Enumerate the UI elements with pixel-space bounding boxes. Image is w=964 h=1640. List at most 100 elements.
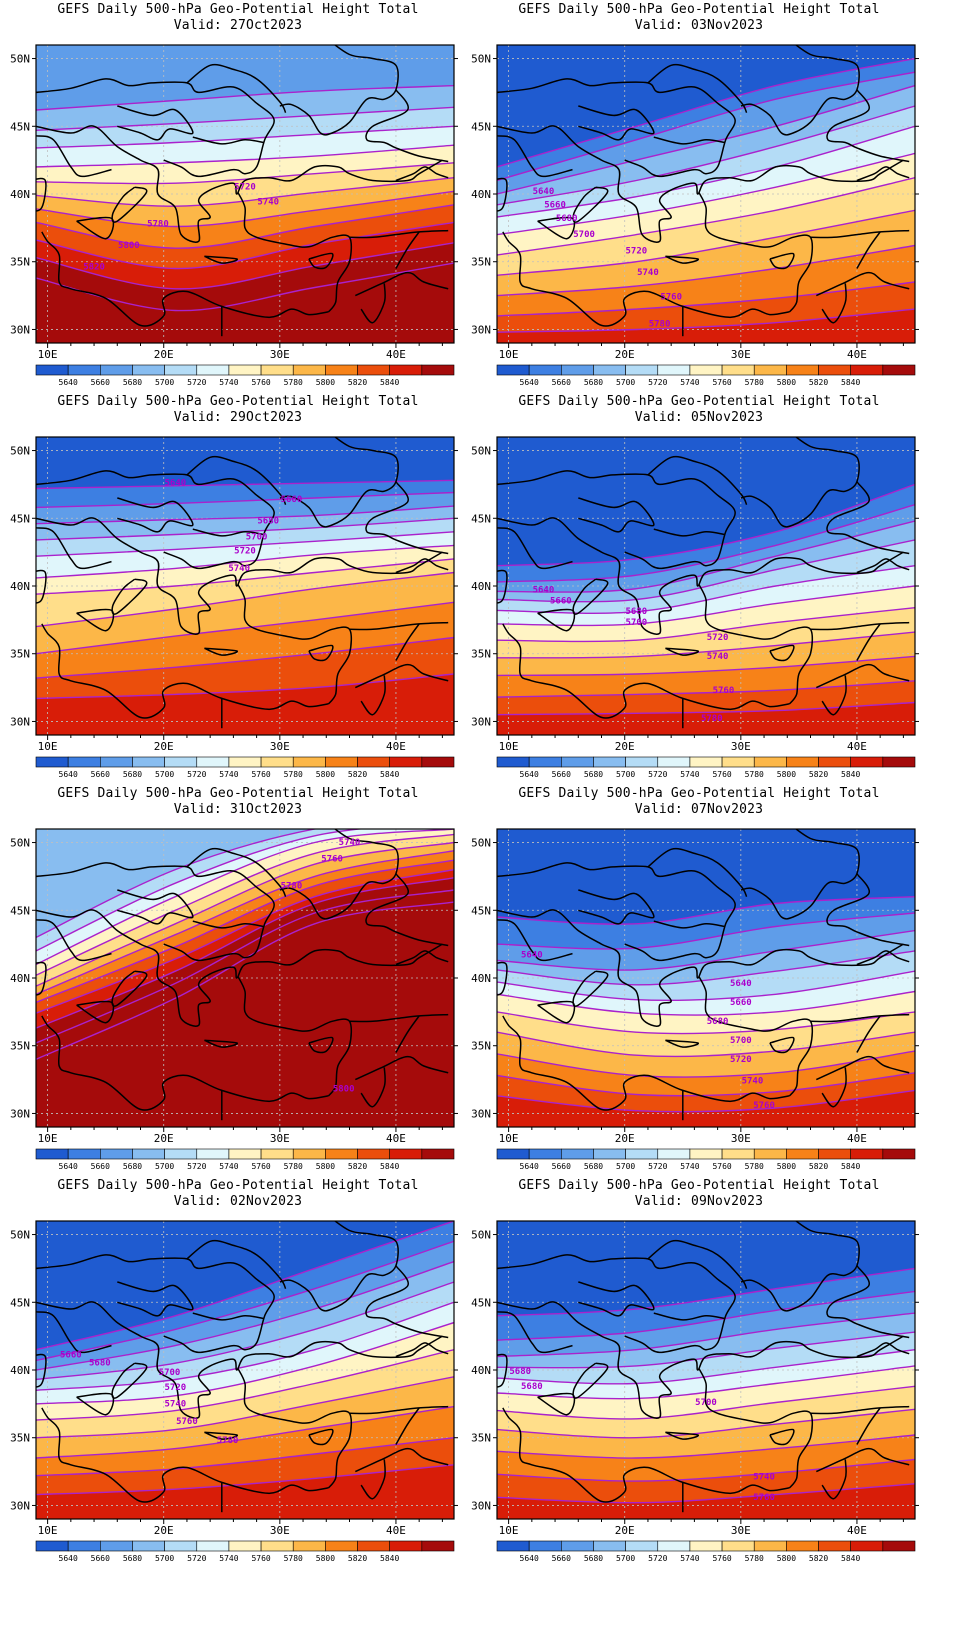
border-line [647, 847, 748, 898]
colorbar-label: 5800 [316, 378, 335, 387]
colorbar-swatch [882, 364, 916, 376]
lat-label: 40N [471, 1364, 491, 1377]
colorbar-label: 5840 [841, 1554, 860, 1563]
colorbar-label: 5660 [91, 1554, 110, 1563]
colorbar-swatch [753, 1148, 787, 1160]
border-line [76, 1000, 115, 1024]
lon-label: 30E [270, 1524, 290, 1537]
border-line [572, 186, 609, 223]
border-line [769, 252, 795, 270]
border-line [821, 675, 847, 716]
border-line [647, 63, 748, 114]
title-line: GEFS Daily 500-hPa Geo-Potential Height … [518, 1178, 880, 1193]
valid-date: Valid: 03Nov2023 [634, 18, 764, 33]
map-panel-31oct2023: 5740 5760 5780 5800 30N 35N 40N 45N 50N 10E 20E 30E… [2, 784, 474, 1189]
lat-label: 35N [10, 256, 30, 269]
colorbar-label: 5840 [380, 1162, 399, 1171]
contour-label: 5720 [625, 246, 647, 256]
colorbar-label: 5840 [841, 770, 860, 779]
contour-label: 5680 [707, 1017, 729, 1027]
border-line [497, 961, 508, 996]
lat-label: 30N [471, 1107, 491, 1120]
lon-label: 10E [38, 740, 58, 753]
colorbar-label: 5780 [745, 770, 764, 779]
valid-date: Valid: 29Oct2023 [173, 410, 303, 425]
border-line [856, 1015, 881, 1053]
lon-label: 30E [731, 1524, 751, 1537]
colorbar-label: 5680 [584, 770, 603, 779]
contour-label: 5680 [509, 1367, 531, 1377]
colorbar-label: 5740 [680, 1162, 699, 1171]
border-line [349, 1405, 449, 1415]
colorbar-swatch [325, 1540, 358, 1552]
colorbar-swatch [35, 1148, 69, 1160]
colorbar-swatch [753, 1540, 787, 1552]
title-line: GEFS Daily 500-hPa Geo-Potential Height … [57, 1178, 419, 1193]
colorbar-label: 5820 [809, 378, 828, 387]
lat-label: 45N [10, 120, 30, 133]
contour-label: 5700 [159, 1368, 181, 1378]
border-line [740, 1221, 860, 1312]
colorbar-label: 5660 [552, 1162, 571, 1171]
contour-line [497, 607, 915, 643]
contour-line [497, 1385, 915, 1420]
contour-line [497, 281, 915, 317]
lon-label: 20E [615, 1132, 635, 1145]
contour-line [36, 1260, 454, 1371]
border-line [497, 177, 508, 212]
colorbar-label: 5820 [348, 378, 367, 387]
colorbar-label: 5720 [187, 770, 206, 779]
contour-line [497, 1331, 915, 1369]
colorbar-swatch [818, 1148, 851, 1160]
border-line [856, 1407, 881, 1445]
title-line: GEFS Daily 500-hPa Geo-Potential Height … [518, 786, 880, 801]
colorbar-label: 5800 [777, 770, 796, 779]
lon-label: 40E [386, 348, 406, 361]
map-panel-09nov2023: 5680 5680 5700 5740 5760 30N 35N 40N 45N 50N 10E 20… [463, 1176, 935, 1581]
contour-line [36, 544, 454, 579]
contour-line [36, 177, 454, 207]
colorbar-label: 5660 [552, 770, 571, 779]
border-line [537, 1000, 576, 1024]
border-line [665, 647, 700, 656]
border-line [36, 527, 112, 570]
colorbar-label: 5720 [648, 1162, 667, 1171]
border-line [497, 1353, 508, 1388]
border-line [354, 1447, 449, 1473]
colorbar-swatch [260, 1148, 294, 1160]
colorbar-label: 5760 [251, 1162, 270, 1171]
colorbar-swatch [196, 756, 230, 768]
contour-line [36, 262, 454, 312]
border-line [665, 1431, 700, 1440]
field-band [497, 1090, 915, 1127]
border-line [279, 1221, 399, 1312]
contour-label: 5780 [649, 320, 671, 330]
colorbar-swatch [593, 756, 626, 768]
panel-title: GEFS Daily 500-hPa Geo-Potential Height … [2, 394, 474, 426]
colorbar-label: 5840 [841, 378, 860, 387]
colorbar-label: 5780 [284, 770, 303, 779]
border-line [111, 186, 148, 223]
colorbar-swatch [67, 364, 101, 376]
field-band [497, 702, 915, 735]
contour-line [36, 144, 454, 168]
colorbar-label: 5640 [520, 770, 539, 779]
lon-label: 10E [38, 1524, 58, 1537]
border-line [204, 255, 239, 264]
contour-line [497, 125, 915, 218]
colorbar-swatch [593, 1148, 626, 1160]
contour-line [36, 901, 454, 1060]
colorbar-swatch [689, 1148, 723, 1160]
contour-label: 5780 [217, 1436, 239, 1446]
border-line [769, 1428, 795, 1446]
colorbar-label: 5720 [648, 1554, 667, 1563]
colorbar-swatch [528, 364, 562, 376]
colorbar-swatch [561, 756, 594, 768]
colorbar-swatch [786, 1148, 819, 1160]
border-line [572, 970, 609, 1007]
map-panel-03nov2023: 5640 5660 5680 5700 5720 5740 5760 5780 30N 35N 40… [463, 0, 935, 405]
colorbar-swatch [325, 756, 358, 768]
colorbar-label: 5660 [91, 770, 110, 779]
map-panel-27oct2023: 5720 5740 5780 5800 5820 30N 35N 40N 45N 50N 10E 20… [2, 0, 474, 405]
colorbar-swatch [389, 1148, 423, 1160]
